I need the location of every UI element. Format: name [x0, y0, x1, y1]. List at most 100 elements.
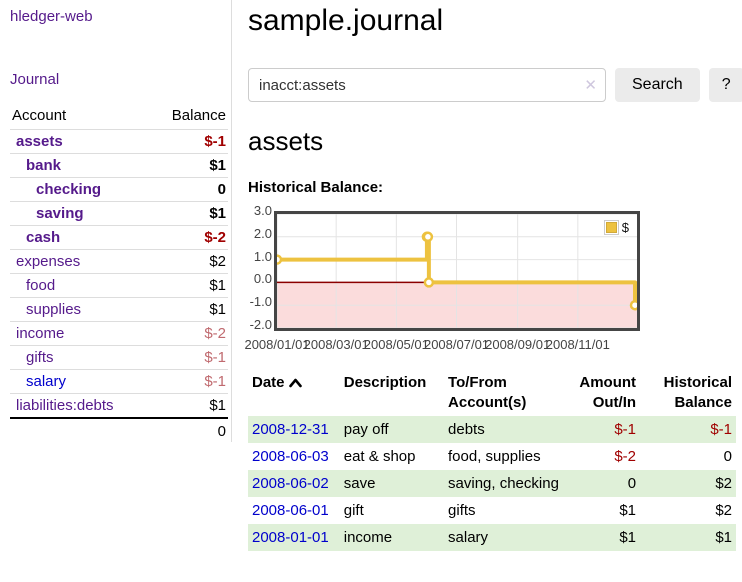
searchbox: ✕ [248, 68, 606, 102]
transaction-description: save [343, 475, 376, 492]
sidebar-account-balance: $-1 [204, 133, 226, 150]
transaction-amount: 0 [627, 475, 637, 492]
sidebar-account-link[interactable]: food [26, 277, 56, 294]
transaction-date: 2008-01-01 [248, 524, 340, 551]
transaction-amount: $1 [619, 529, 637, 546]
transaction-balance: 0 [723, 448, 732, 465]
register-header-date[interactable]: Date [248, 370, 340, 416]
transaction-amount: $-2 [614, 448, 637, 465]
x-axis-tick-label: 2008/01/01 [244, 337, 310, 352]
transaction-description: eat & shop [343, 448, 416, 465]
account-row: expenses $2 [10, 249, 228, 274]
transaction-date-link[interactable]: 2008-01-01 [252, 529, 329, 546]
transaction-date-link[interactable]: 2008-12-31 [252, 421, 329, 438]
sidebar-account-balance: $2 [209, 253, 226, 270]
search-button[interactable]: Search [615, 68, 700, 102]
sidebar-account-balance: $-2 [204, 325, 226, 342]
account-row: liabilities:debts $1 [10, 393, 228, 419]
sidebar-account-link[interactable]: expenses [16, 253, 81, 270]
sidebar-account-balance: $1 [209, 277, 226, 294]
y-axis-tick-label: -1.0 [249, 294, 272, 310]
transaction-accounts: salary [448, 529, 489, 546]
register-row: 2008-01-01 income salary $1 $1 [248, 524, 736, 551]
register-row: 2008-06-01 gift gifts $1 $2 [248, 497, 736, 524]
accounts-header-balance: Balance [171, 107, 226, 124]
chart-legend: $ [602, 219, 630, 236]
x-axis-tick-label: 2008/05/01 [363, 337, 429, 352]
account-row: cash $-2 [10, 225, 228, 250]
clear-search-icon[interactable]: ✕ [584, 77, 597, 94]
sidebar-account-link[interactable]: gifts [26, 349, 54, 366]
account-row: gifts $-1 [10, 345, 228, 370]
transaction-date-link[interactable]: 2008-06-01 [252, 502, 329, 519]
chart-plot-area: $ [271, 211, 641, 331]
balance-chart: $3.0 2.0 1.0 0.0 -1.0 -2.0 2008/01/01 2008/03/0… [244, 203, 648, 352]
help-button[interactable]: ? [708, 68, 742, 102]
transaction-balance: $2 [715, 475, 732, 492]
x-axis-tick-label: 2008/09/01 [485, 337, 551, 352]
y-axis-tick-label: 3.0 [253, 203, 272, 218]
legend-label: $ [621, 220, 629, 235]
y-axis-tick-label: 2.0 [253, 225, 272, 241]
sidebar-account-balance: $-1 [204, 349, 226, 366]
register-row: 2008-06-02 save saving, checking 0 $2 [248, 470, 736, 497]
sidebar-account-balance: 0 [217, 181, 226, 198]
sidebar-account-balance: $-2 [204, 229, 226, 246]
transaction-accounts: gifts [448, 502, 476, 519]
transaction-date: 2008-06-01 [248, 497, 340, 524]
register-row: 2008-12-31 pay off debts $-1 $-1 [248, 416, 736, 443]
transaction-date: 2008-06-02 [248, 470, 340, 497]
search-input[interactable] [248, 68, 606, 102]
account-row: assets $-1 [10, 129, 228, 154]
account-row: saving $1 [10, 201, 228, 226]
accounts-header-account: Account [12, 107, 67, 124]
sidebar: hledger-web Journal Account Balance asse… [0, 0, 232, 442]
register-header-amount: Amount Out/In [579, 374, 637, 411]
legend-colorbox [603, 220, 619, 235]
account-row: supplies $1 [10, 297, 228, 322]
sidebar-account-balance: $-1 [204, 373, 226, 390]
account-title: assets [248, 126, 324, 156]
account-row: checking 0 [10, 177, 228, 202]
sidebar-account-link[interactable]: supplies [26, 301, 82, 318]
sidebar-item-journal[interactable]: Journal [10, 71, 60, 88]
sidebar-account-link[interactable]: assets [16, 133, 63, 150]
transaction-date-link[interactable]: 2008-06-03 [252, 448, 329, 465]
y-axis-tick-label: -2.0 [249, 317, 272, 332]
transaction-balance: $2 [715, 502, 732, 519]
transaction-amount: $-1 [614, 421, 637, 438]
transaction-balance: $-1 [710, 421, 732, 438]
y-axis-tick-label: 1.0 [253, 248, 272, 264]
register-header-row: Date Description To/From Account(s) Amou… [248, 370, 736, 416]
brand-link[interactable]: hledger-web [10, 8, 93, 25]
register-header-accounts: To/From Account(s) [448, 374, 527, 411]
sidebar-account-link[interactable]: checking [36, 181, 102, 198]
transaction-accounts: saving, checking [448, 475, 559, 492]
transaction-accounts: food, supplies [448, 448, 541, 465]
page-title: sample.journal [248, 4, 444, 37]
account-row: food $1 [10, 273, 228, 298]
accounts-table: Account Balance assets $-1 bank $1 checking 0… [10, 104, 228, 444]
sidebar-account-link[interactable]: saving [36, 205, 84, 222]
register-header-balance: Historical Balance [663, 374, 732, 411]
transaction-amount: $1 [619, 502, 637, 519]
transaction-description: income [343, 529, 393, 546]
account-row: bank $1 [10, 153, 228, 178]
transaction-date-link[interactable]: 2008-06-02 [252, 475, 329, 492]
sidebar-account-link[interactable]: cash [26, 229, 61, 246]
sort-ascending-icon [288, 374, 302, 394]
account-row: salary $-1 [10, 369, 228, 394]
register-row: 2008-06-03 eat & shop food, supplies $-2 0 [248, 443, 736, 470]
transaction-date: 2008-06-03 [248, 443, 340, 470]
sidebar-account-balance: $1 [209, 157, 226, 174]
sidebar-account-link[interactable]: salary [26, 373, 67, 390]
series-swatch [605, 222, 617, 233]
sidebar-account-balance: $1 [209, 205, 226, 222]
sidebar-account-link[interactable]: income [16, 325, 65, 342]
account-row: income $-2 [10, 321, 228, 346]
sidebar-account-balance: $1 [209, 301, 226, 318]
sidebar-account-link[interactable]: bank [26, 157, 62, 174]
transaction-description: gift [343, 502, 364, 519]
sidebar-account-link[interactable]: liabilities:debts [16, 397, 114, 414]
chart-canvas [271, 213, 641, 329]
